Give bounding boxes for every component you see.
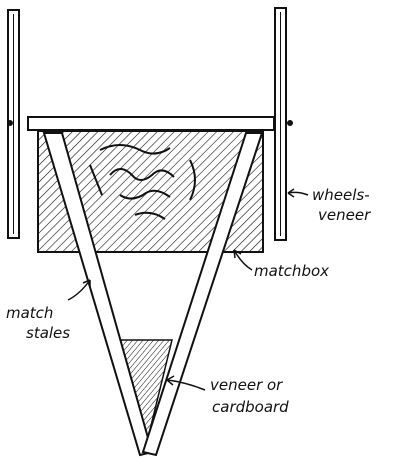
label-veneer-line1: veneer or [210, 376, 283, 394]
label-match-line2: stales [26, 324, 70, 342]
leader-matchbox [233, 249, 253, 271]
leader-wheels [287, 188, 309, 198]
label-match-line1: match [6, 304, 53, 322]
matchbox-scribble [89, 144, 196, 220]
label-wheels-line2: veneer [318, 206, 371, 224]
label-wheels-line1: wheels- [312, 186, 370, 204]
label-matchbox: matchbox [254, 262, 329, 280]
axle [7, 116, 293, 131]
label-veneer-line2: cardboard [212, 398, 289, 416]
leader-match-stales [67, 279, 91, 301]
right-wheel [274, 7, 287, 241]
match-stale-right [141, 132, 264, 457]
leader-veneer [166, 375, 206, 391]
